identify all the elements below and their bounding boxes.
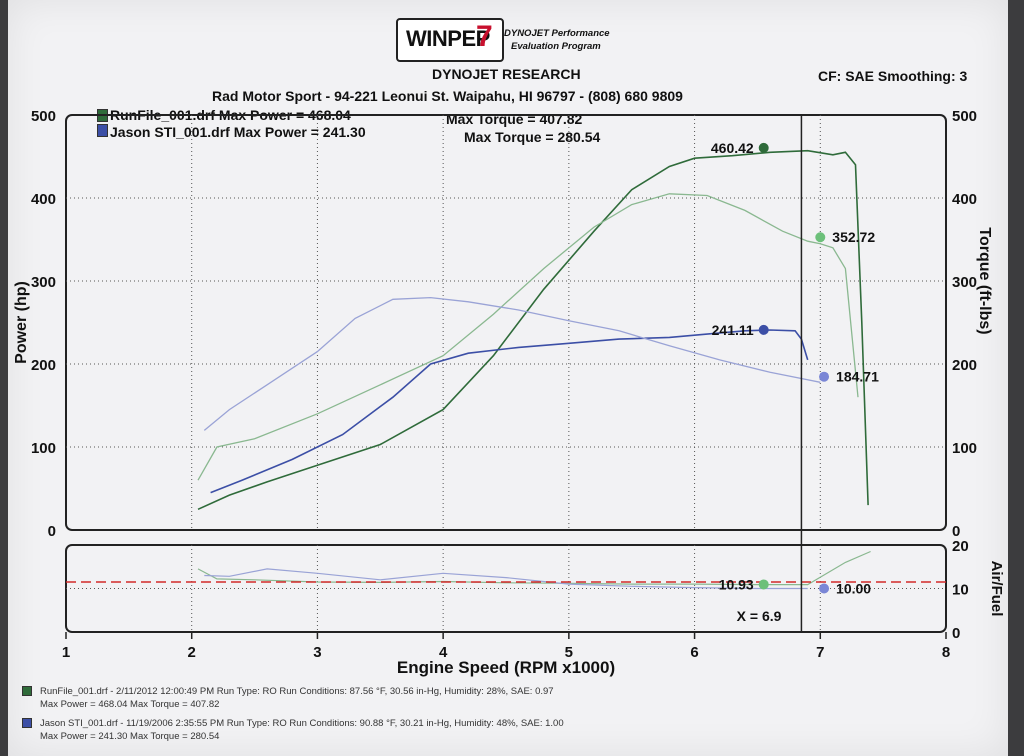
x-tick-label: 2 <box>188 644 196 661</box>
afr-marker-run1 <box>758 579 769 590</box>
afr-marker-label: 10.00 <box>836 581 871 597</box>
legend-swatch-run2 <box>97 124 108 137</box>
afr-marker-run2 <box>819 583 830 594</box>
logo-text: WINPEP <box>406 26 490 51</box>
y-tick-label-right: 200 <box>952 357 977 374</box>
shop-line: Rad Motor Sport - 94-221 Leonui St. Waip… <box>212 88 683 104</box>
winpep-logo: WINPEP 7 <box>396 18 504 62</box>
y-tick-label-left: 0 <box>48 523 56 540</box>
legend-run2: Jason STI_001.drf Max Power = 241.30 <box>110 124 366 140</box>
y-tick-label-right: 400 <box>952 191 977 208</box>
marker-run1-power <box>758 142 769 153</box>
x-tick-label: 5 <box>565 644 573 661</box>
footer-swatch-run1 <box>22 686 32 696</box>
y-tick-label-left: 200 <box>31 357 56 374</box>
footer-run2-line2: Max Power = 241.30 Max Torque = 280.54 <box>40 731 220 742</box>
afr-axis-title: Air/Fuel <box>988 561 1005 617</box>
cf-smoothing: CF: SAE Smoothing: 3 <box>818 68 968 84</box>
x-tick-label: 3 <box>313 644 321 661</box>
afr-tick-label: 10 <box>952 582 969 599</box>
y-axis-title-right: Torque (ft-lbs) <box>976 227 993 334</box>
y-tick-label-left: 500 <box>31 108 56 125</box>
marker-label: 241.11 <box>712 322 754 338</box>
x-tick-label: 8 <box>942 644 950 661</box>
afr-series-run2 <box>204 568 808 590</box>
series-run2-power <box>210 329 809 494</box>
series-run2-torque <box>203 296 821 431</box>
y-axis-title-left: Power (hp) <box>13 281 30 364</box>
y-tick-label-left: 100 <box>31 440 56 457</box>
x-axis-title: Engine Speed (RPM x1000) <box>397 658 615 677</box>
logo-number: 7 <box>476 20 493 53</box>
marker-label: 352.72 <box>832 229 875 245</box>
y-tick-label-left: 300 <box>31 274 56 291</box>
marker-label: 460.42 <box>711 140 754 156</box>
footer-run2-line1: Jason STI_001.drf - 11/19/2006 2:35:55 P… <box>40 718 564 729</box>
footer-run1-line1: RunFile_001.drf - 2/11/2012 12:00:49 PM … <box>40 686 554 697</box>
y-tick-label-left: 400 <box>31 191 56 208</box>
y-tick-label-right: 100 <box>952 440 977 457</box>
afr-series-run1 <box>197 550 871 586</box>
cursor-label: X = 6.9 <box>737 608 782 624</box>
x-tick-label: 7 <box>816 644 824 661</box>
afr-marker-label: 10.93 <box>719 576 754 592</box>
main-plot-frame <box>65 114 947 531</box>
footer-run1-line2: Max Power = 468.04 Max Torque = 407.82 <box>40 699 220 710</box>
x-tick-label: 6 <box>690 644 698 661</box>
y-tick-label-right: 300 <box>952 274 977 291</box>
legend-run2-torque: Max Torque = 280.54 <box>464 129 601 145</box>
marker-label: 184.71 <box>836 369 879 385</box>
x-tick-label: 4 <box>439 644 448 661</box>
x-tick-label: 1 <box>62 644 70 661</box>
marker-run2-torque <box>819 371 830 382</box>
afr-tick-label: 20 <box>952 538 969 555</box>
logo-subtitle-1: DYNOJET Performance <box>504 28 610 39</box>
company-name: DYNOJET RESEARCH <box>432 66 581 82</box>
marker-run2-power <box>758 324 769 335</box>
afr-tick-label: 0 <box>952 625 960 642</box>
series-run1-power <box>197 149 869 511</box>
series-run1-torque <box>197 193 859 481</box>
marker-run1-torque <box>815 232 826 243</box>
logo-subtitle-2: Evaluation Program <box>511 41 601 52</box>
y-tick-label-right: 500 <box>952 108 977 125</box>
y-tick-label-right: 0 <box>952 523 960 540</box>
footer-swatch-run2 <box>22 718 32 728</box>
dyno-sheet: WINPEP 7 DYNOJET Performance Evaluation … <box>8 0 1008 756</box>
